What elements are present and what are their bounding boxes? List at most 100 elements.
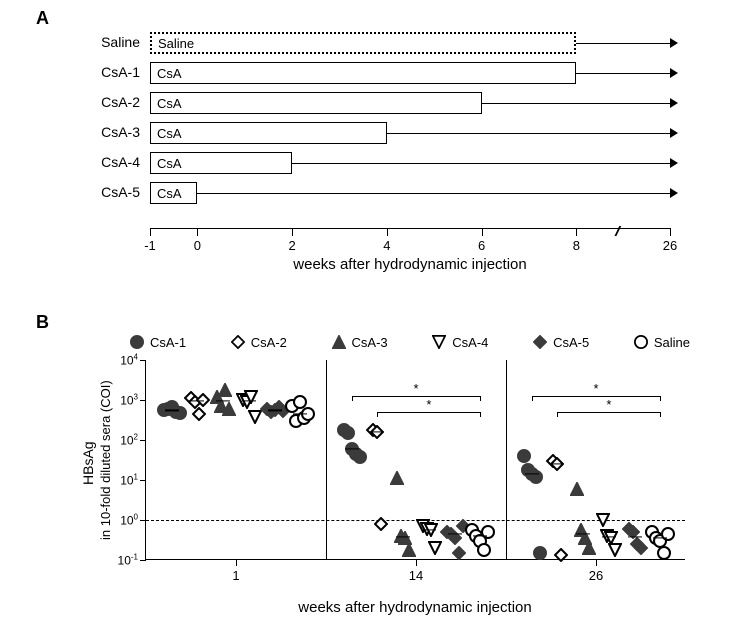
timeline-arrow-head — [670, 128, 678, 138]
significance-bracket — [352, 396, 481, 397]
treatment-row: SalineSaline — [80, 30, 680, 56]
data-point — [424, 523, 438, 537]
median-bar — [653, 538, 667, 539]
x-tick-label: 1 — [232, 568, 239, 583]
median-bar — [525, 474, 539, 475]
timeline-arrow-head — [670, 38, 678, 48]
panel-b-label: B — [36, 312, 49, 333]
panel-b: CsA-1CsA-2CsA-3CsA-4CsA-5Saline HBsAg in… — [70, 330, 700, 620]
median-bar — [550, 463, 564, 464]
data-point — [244, 390, 258, 404]
treatment-bar: CsA — [150, 152, 292, 174]
x-tick-label: 4 — [383, 238, 390, 253]
treatment-row-label: CsA-2 — [75, 94, 140, 110]
treatment-bar: CsA — [150, 182, 197, 204]
treatment-row: CsA-1CsA — [80, 60, 680, 86]
median-bar — [602, 536, 616, 537]
data-point — [374, 517, 388, 531]
data-point — [657, 546, 671, 560]
treatment-bar: Saline — [150, 32, 576, 54]
legend-label: CsA-4 — [452, 335, 488, 350]
panel-a: SalineSalineCsA-1CsACsA-2CsACsA-3CsACsA-… — [80, 30, 680, 290]
data-point — [192, 407, 206, 421]
y-tick-label: 100 — [104, 513, 138, 528]
y-tick-label: 101 — [104, 473, 138, 488]
x-tick-label: 26 — [663, 238, 677, 253]
timeline-arrow-line — [197, 193, 670, 194]
median-bar — [628, 536, 642, 537]
timeline-arrow-head — [670, 98, 678, 108]
data-point — [608, 543, 622, 557]
legend-label: CsA-3 — [352, 335, 388, 350]
data-point — [428, 541, 442, 555]
median-bar — [576, 533, 590, 534]
treatment-row: CsA-2CsA — [80, 90, 680, 116]
data-point — [481, 525, 495, 539]
data-point — [173, 406, 187, 420]
data-point — [222, 402, 236, 416]
y-tick-label: 102 — [104, 433, 138, 448]
median-bar — [345, 448, 359, 449]
treatment-row-label: CsA-1 — [75, 64, 140, 80]
treatment-row: CsA-5CsA — [80, 180, 680, 206]
median-bar — [165, 410, 179, 411]
significance-bracket — [557, 412, 660, 413]
axis-break-icon: // — [615, 223, 617, 239]
legend: CsA-1CsA-2CsA-3CsA-4CsA-5Saline — [130, 330, 690, 354]
data-point — [218, 383, 232, 397]
x-tick-label: 0 — [194, 238, 201, 253]
legend-item: CsA-2 — [231, 335, 287, 350]
significance-star: * — [606, 397, 611, 412]
data-point — [452, 546, 466, 560]
data-point — [341, 426, 355, 440]
median-bar — [242, 400, 256, 401]
timeline-arrow-head — [670, 158, 678, 168]
legend-item: CsA-1 — [130, 335, 186, 350]
subplot-divider — [506, 360, 507, 559]
median-bar — [422, 529, 436, 530]
legend-item: CsA-4 — [432, 335, 488, 350]
timeline-arrow-line — [576, 43, 670, 44]
x-axis-title: weeks after hydrodynamic injection — [293, 256, 526, 273]
subplot-divider — [326, 360, 327, 559]
x-tick-label: -1 — [144, 238, 156, 253]
x-tick-label: 6 — [478, 238, 485, 253]
median-bar — [293, 413, 307, 414]
timeline-arrow-line — [292, 163, 670, 164]
y-axis-title-1: HBsAg — [80, 441, 96, 485]
x-axis-title: weeks after hydrodynamic injection — [145, 599, 685, 616]
significance-bracket — [377, 412, 480, 413]
legend-label: CsA-1 — [150, 335, 186, 350]
median-bar — [473, 535, 487, 536]
timeline-arrow-line — [482, 103, 670, 104]
treatment-row: CsA-4CsA — [80, 150, 680, 176]
treatment-row-label: Saline — [75, 34, 140, 50]
y-tick-label: 10-1 — [104, 553, 138, 568]
median-bar — [190, 400, 204, 401]
data-point — [477, 543, 491, 557]
treatment-row-label: CsA-3 — [75, 124, 140, 140]
treatment-row-label: CsA-4 — [75, 154, 140, 170]
median-bar — [216, 400, 230, 401]
data-point — [634, 541, 648, 555]
treatment-bar: CsA — [150, 62, 576, 84]
plot-area: 10-110010110210310411426**** — [145, 360, 685, 560]
x-tick-label: 14 — [409, 568, 423, 583]
data-point — [596, 513, 610, 527]
timeline-arrow-line — [576, 73, 670, 74]
data-point — [582, 541, 596, 555]
significance-star: * — [426, 397, 431, 412]
treatment-bar: CsA — [150, 122, 387, 144]
legend-label: CsA-2 — [251, 335, 287, 350]
treatment-row: CsA-3CsA — [80, 120, 680, 146]
timeline-arrow-line — [387, 133, 670, 134]
x-tick-label: 26 — [589, 568, 603, 583]
data-point — [570, 482, 584, 496]
median-bar — [448, 533, 462, 534]
median-bar — [370, 431, 384, 432]
timeline-arrow-head — [670, 68, 678, 78]
y-tick-label: 104 — [104, 353, 138, 368]
data-point — [554, 548, 568, 562]
y-tick-label: 103 — [104, 393, 138, 408]
legend-label: Saline — [654, 335, 690, 350]
